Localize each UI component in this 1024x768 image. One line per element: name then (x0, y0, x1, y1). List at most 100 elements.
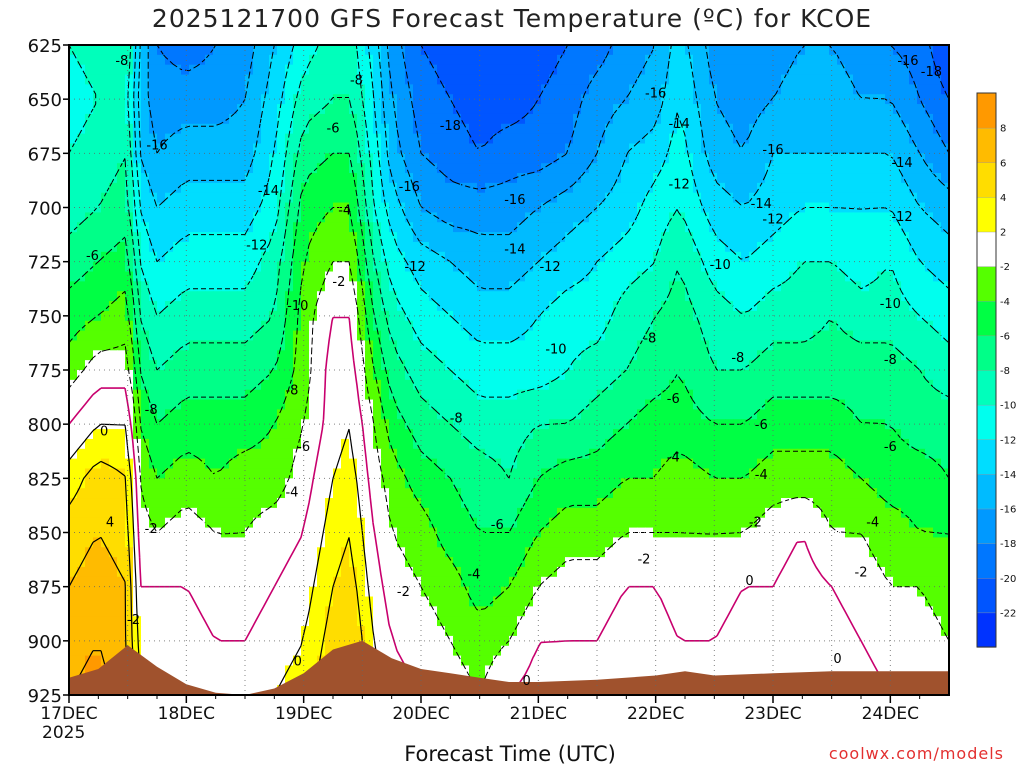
temp-cell (549, 301, 558, 312)
temp-cell (405, 173, 414, 184)
temp-cell (829, 74, 838, 85)
temp-cell (861, 478, 870, 489)
temp-cell (389, 409, 398, 420)
temp-cell (829, 468, 838, 479)
temp-cell (677, 448, 686, 460)
temp-cell (229, 320, 238, 332)
temp-cell (653, 261, 662, 273)
temp-cell (381, 370, 390, 381)
temp-cell (773, 399, 782, 410)
temp-cell (717, 468, 726, 479)
temp-cell (429, 133, 438, 145)
temp-cell (565, 360, 574, 371)
temp-cell (613, 389, 622, 401)
temp-cell (917, 448, 926, 460)
temp-cell (493, 468, 502, 479)
temp-cell (469, 153, 478, 164)
temp-cell (277, 458, 286, 470)
temp-cell (677, 409, 686, 420)
temp-cell (797, 409, 806, 420)
temp-cell (437, 163, 446, 174)
temp-cell (181, 232, 190, 243)
temp-cell (597, 133, 606, 145)
temp-cell (693, 133, 702, 145)
temp-cell (485, 241, 494, 253)
temp-cell (285, 143, 294, 154)
temp-cell (661, 173, 670, 184)
temp-cell (933, 192, 942, 204)
temp-cell (605, 64, 614, 76)
temp-cell (837, 399, 846, 410)
temp-cell (101, 409, 110, 420)
temp-cell (629, 222, 638, 233)
temp-cell (141, 104, 150, 115)
temp-cell (709, 261, 718, 273)
temp-cell (181, 123, 190, 135)
temp-cell (325, 389, 334, 401)
temp-cell (909, 409, 918, 420)
temp-cell (869, 281, 878, 292)
temp-cell (493, 301, 502, 312)
temp-cell (325, 212, 334, 223)
temp-cell (877, 64, 886, 76)
temp-cell (325, 350, 334, 361)
temp-cell (341, 468, 350, 479)
temp-cell (469, 429, 478, 440)
temp-cell (637, 84, 646, 95)
temp-cell (845, 261, 854, 273)
temp-cell (349, 409, 358, 420)
temp-cell (629, 310, 638, 322)
temp-cell (237, 64, 246, 76)
temp-cell (845, 301, 854, 312)
temp-cell (685, 54, 694, 66)
temp-cell (205, 350, 214, 361)
temp-cell (421, 133, 430, 145)
temp-cell (501, 458, 510, 470)
temp-cell (253, 370, 262, 381)
temp-cell (77, 310, 86, 322)
temp-cell (293, 163, 302, 174)
temp-cell (557, 438, 566, 450)
temp-cell (597, 478, 606, 489)
temp-cell (541, 448, 550, 460)
temp-cell (813, 310, 822, 322)
temp-cell (109, 222, 118, 233)
temp-cell (429, 241, 438, 253)
temp-cell (693, 291, 702, 302)
temp-cell (837, 163, 846, 174)
temp-cell (781, 438, 790, 450)
temp-cell (421, 379, 430, 391)
temp-cell (669, 153, 678, 164)
temp-cell (221, 448, 230, 460)
temp-cell (173, 212, 182, 223)
temp-cell (845, 370, 854, 381)
temp-cell (245, 409, 254, 420)
temp-cell (789, 370, 798, 381)
temp-cell (349, 104, 358, 115)
temp-cell (901, 202, 910, 214)
temp-cell (285, 232, 294, 243)
temp-cell (133, 173, 142, 184)
temp-cell (189, 241, 198, 253)
temp-cell (765, 163, 774, 174)
temp-cell (589, 389, 598, 401)
temp-cell (741, 64, 750, 76)
temp-cell (613, 192, 622, 204)
temp-cell (117, 291, 126, 302)
temp-cell (517, 340, 526, 351)
temp-cell (325, 173, 334, 184)
temp-cell (589, 261, 598, 273)
temp-cell (173, 281, 182, 292)
temp-cell (741, 330, 750, 342)
temp-cell (173, 232, 182, 243)
temp-cell (637, 153, 646, 164)
temp-cell (653, 173, 662, 184)
temp-cell (341, 478, 350, 489)
temp-cell (597, 448, 606, 460)
temp-cell (941, 340, 949, 351)
temp-cell (541, 232, 550, 243)
temp-cell (533, 54, 542, 66)
temp-cell (101, 340, 110, 351)
temp-cell (925, 192, 934, 204)
temp-cell (605, 133, 614, 145)
